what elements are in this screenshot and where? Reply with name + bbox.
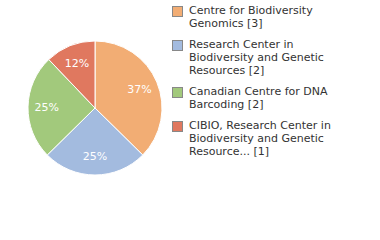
html-text:Centre for Biodiversity Genomi: Centre for Biodiversity Genomics [3] [189, 4, 313, 30]
svg-text:25%: 25% [35, 101, 59, 114]
html-text:Research Center in Biodiversit: Research Center in Biodiversity and Gene… [189, 38, 324, 77]
html-text:Canadian Centre for DNA Barcod: Canadian Centre for DNA Barcoding [2] [189, 85, 328, 111]
html-text:CIBIO, Research Center in Biod: CIBIO, Research Center in Biodiversity a… [189, 119, 331, 158]
svg-text:12%: 12% [65, 57, 89, 70]
svg-text:37%: 37% [127, 83, 151, 96]
svg-text:25%: 25% [83, 150, 107, 163]
